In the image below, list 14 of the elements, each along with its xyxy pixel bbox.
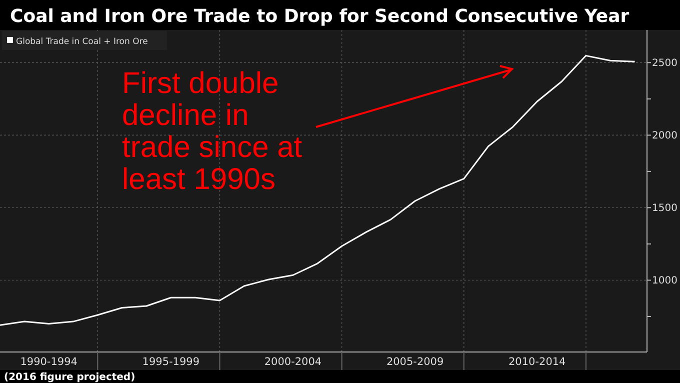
line-series bbox=[0, 54, 636, 326]
x-tick-label: 2010-2014 bbox=[508, 356, 566, 368]
annotation: First double decline in trade since at least 1990s bbox=[122, 67, 303, 196]
x-tick-label: 1990-1994 bbox=[20, 356, 78, 368]
text: (2016 figure projected) bbox=[4, 372, 136, 383]
chart-title: Coal and Iron Ore Trade to Drop for Second Consecutive Year bbox=[10, 6, 630, 27]
x-tick-label: 1995-1999 bbox=[142, 356, 200, 368]
y-tick-label: 1500 bbox=[652, 203, 678, 214]
y-tick-label: 2500 bbox=[652, 58, 678, 70]
y-tick-label: 1000 bbox=[652, 276, 678, 287]
x-tick-label: 2000-2004 bbox=[264, 356, 322, 368]
legend-label: Global Trade in Coal + Iron Ore bbox=[16, 37, 148, 47]
x-tick-label: 2005-2009 bbox=[386, 356, 444, 368]
y-tick-label: 2000 bbox=[652, 130, 678, 142]
